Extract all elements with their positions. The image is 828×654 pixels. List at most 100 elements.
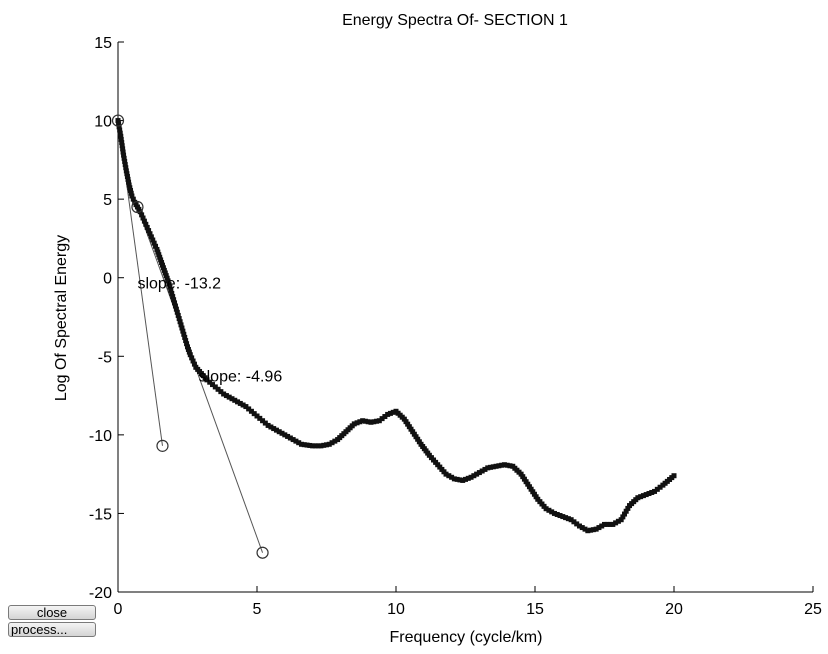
data-point xyxy=(460,477,466,483)
data-point xyxy=(164,275,170,281)
data-point xyxy=(285,433,291,439)
data-point xyxy=(382,414,388,420)
data-point xyxy=(565,516,571,522)
x-tick-label: 5 xyxy=(253,601,262,618)
data-point xyxy=(507,463,513,469)
data-point xyxy=(310,443,316,449)
data-point xyxy=(618,517,624,523)
data-point xyxy=(118,136,124,142)
data-point xyxy=(465,475,471,481)
data-point xyxy=(620,514,626,520)
data-point xyxy=(126,179,132,185)
data-point xyxy=(287,435,293,441)
fit-endpoint-marker xyxy=(131,200,144,214)
data-point xyxy=(599,523,605,529)
data-point xyxy=(147,231,153,237)
data-point xyxy=(240,402,246,408)
data-point xyxy=(262,420,268,426)
data-point xyxy=(504,462,510,468)
fit-endpoint-marker xyxy=(256,546,269,559)
data-point xyxy=(387,410,393,416)
x-tick-label: 15 xyxy=(526,601,544,618)
slope-label-1: slope: -13.2 xyxy=(137,276,221,293)
data-point xyxy=(454,476,460,482)
data-point xyxy=(526,484,532,490)
data-point xyxy=(576,523,582,529)
data-point xyxy=(159,262,165,268)
data-point xyxy=(191,361,197,367)
data-point xyxy=(129,193,135,199)
data-point xyxy=(141,218,147,224)
data-point xyxy=(180,328,186,334)
data-point xyxy=(546,507,552,513)
data-point xyxy=(207,379,213,385)
data-point xyxy=(354,420,360,426)
data-point xyxy=(176,316,182,322)
data-point xyxy=(186,349,192,355)
data-point xyxy=(304,442,310,448)
data-point xyxy=(223,393,229,399)
fit-line-2 xyxy=(136,206,264,553)
data-point xyxy=(122,162,128,168)
data-point xyxy=(638,494,644,500)
data-point xyxy=(615,518,621,524)
data-point xyxy=(177,319,183,325)
y-tick-label: 10 xyxy=(94,114,112,131)
data-point xyxy=(251,411,257,417)
data-point xyxy=(329,440,335,446)
data-point xyxy=(268,424,274,430)
data-point xyxy=(293,438,299,444)
data-point xyxy=(365,419,371,425)
data-point xyxy=(185,346,191,352)
data-point xyxy=(179,325,185,331)
data-point xyxy=(607,521,613,527)
data-point xyxy=(654,486,660,492)
data-point xyxy=(126,182,132,188)
data-point xyxy=(257,415,263,421)
data-point xyxy=(139,212,145,218)
data-point xyxy=(374,418,380,424)
data-point xyxy=(652,488,658,494)
data-point xyxy=(640,493,646,499)
data-point xyxy=(172,300,178,306)
data-point xyxy=(120,149,126,155)
data-point xyxy=(357,419,363,425)
data-point xyxy=(485,465,491,471)
data-point xyxy=(160,265,166,271)
data-point xyxy=(574,521,580,527)
data-point xyxy=(130,196,136,202)
data-point xyxy=(265,422,271,428)
data-point xyxy=(296,440,302,446)
data-point xyxy=(657,484,663,490)
close-button[interactable]: close xyxy=(8,605,96,620)
x-tick-label: 25 xyxy=(804,601,822,618)
data-point xyxy=(471,473,477,479)
data-point xyxy=(178,322,184,328)
data-point xyxy=(123,168,129,174)
data-point xyxy=(282,432,288,438)
data-point xyxy=(326,441,332,447)
y-tick-label: -10 xyxy=(89,428,112,445)
data-point xyxy=(463,476,468,482)
data-point xyxy=(521,476,527,482)
data-point xyxy=(173,306,179,312)
data-point xyxy=(175,312,181,318)
data-point xyxy=(144,224,150,230)
data-point xyxy=(276,429,282,435)
data-point xyxy=(671,473,677,479)
data-point xyxy=(210,382,216,388)
data-point xyxy=(405,421,411,427)
process-button[interactable]: process... xyxy=(8,622,96,637)
data-point xyxy=(443,471,449,477)
data-point xyxy=(582,526,588,532)
data-point xyxy=(551,510,557,516)
data-point xyxy=(290,437,296,443)
data-point xyxy=(115,118,121,124)
data-point xyxy=(557,513,563,519)
data-point xyxy=(212,384,218,390)
data-point xyxy=(226,394,232,400)
data-point xyxy=(649,489,655,495)
chart-title: Energy Spectra Of- SECTION 1 xyxy=(342,12,568,29)
data-point xyxy=(411,431,417,437)
